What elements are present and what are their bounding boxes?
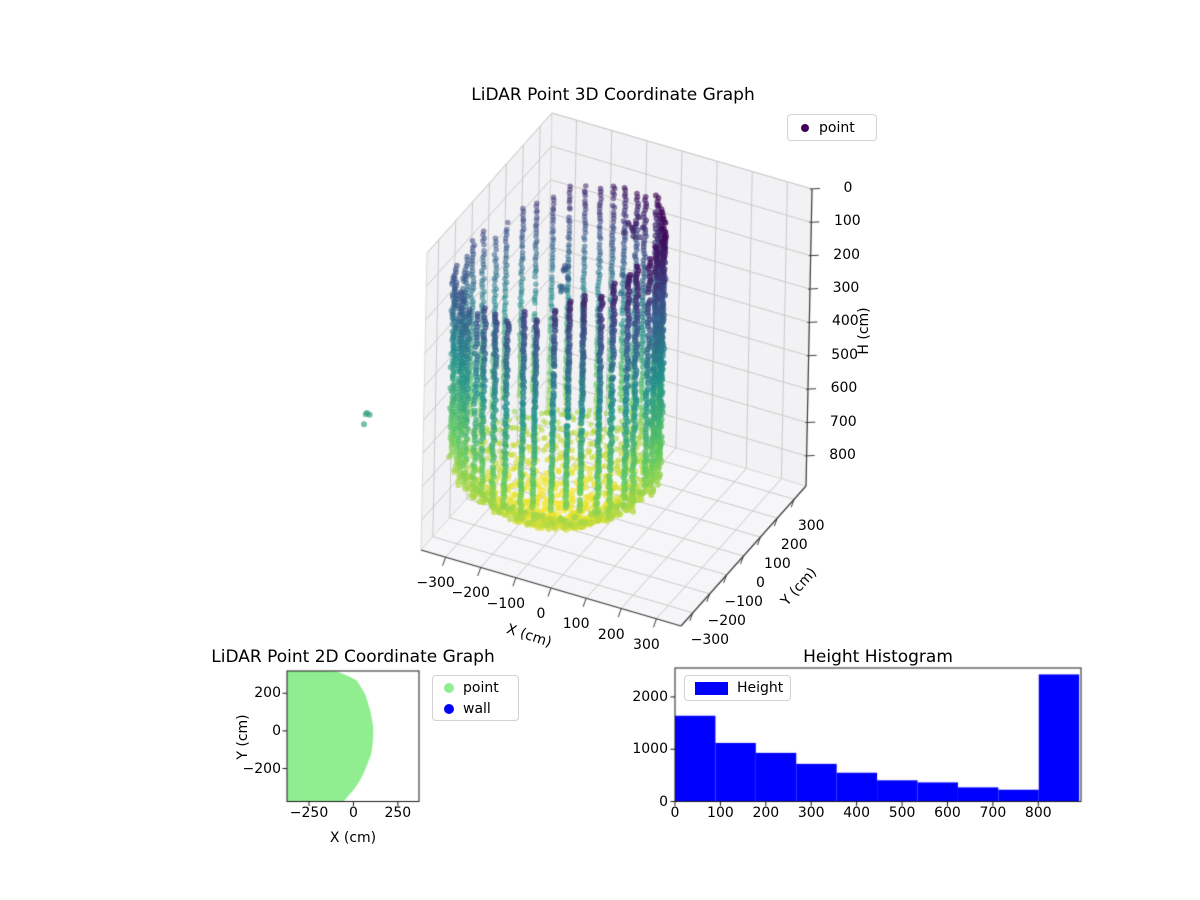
- legend-entry-point: point: [444, 680, 499, 696]
- plot3d-title: LiDAR Point 3D Coordinate Graph: [471, 85, 755, 105]
- plot2d-y-tick-label: −200: [242, 760, 281, 777]
- plot3d-legend: point: [787, 114, 877, 141]
- plot3d-h-tick-label: 300: [832, 280, 860, 297]
- height-legend-marker-icon: [695, 681, 728, 695]
- point-legend-marker-icon: [801, 123, 809, 132]
- plot2d-x-tick-label: 250: [384, 805, 412, 821]
- wall-legend-label: wall: [463, 700, 491, 717]
- plot3d-y-tick-label: −300: [690, 631, 730, 648]
- histogram-x-tick-label: 300: [797, 805, 825, 821]
- plot3d-x-tick-label: −200: [451, 585, 490, 602]
- plot2d-x-tick-label: 0: [348, 805, 358, 821]
- plot2d-y-tick-label: 200: [254, 685, 281, 702]
- plot3d-h-tick-label: 700: [829, 413, 857, 430]
- plot3d-h-tick-label: 400: [831, 313, 859, 330]
- point-legend-label: point: [819, 119, 855, 136]
- plot2d-y-tick-label: 0: [272, 722, 281, 739]
- plot3d-x-tick-label: 300: [633, 636, 660, 653]
- plot2d-x-tick-label: −250: [289, 805, 329, 821]
- plot3d-y-tick-label: −100: [724, 593, 763, 610]
- histogram-x-tick-label: 0: [670, 805, 680, 821]
- plot3d-y-tick-label: 0: [756, 574, 765, 591]
- histogram-x-tick-label: 400: [843, 805, 871, 821]
- histogram-x-tick-label: 700: [979, 805, 1007, 821]
- histogram-x-tick-label: 100: [707, 805, 734, 821]
- plot2d-title: LiDAR Point 2D Coordinate Graph: [211, 647, 495, 667]
- plot3d-x-tick-label: 200: [597, 626, 625, 643]
- height-legend-label: Height: [737, 680, 784, 696]
- histogram-x-tick-label: 500: [888, 805, 916, 821]
- point-legend-label: point: [463, 679, 499, 696]
- histogram-legend: Height: [684, 675, 791, 701]
- histogram-x-tick-label: 600: [934, 805, 961, 821]
- plot3d-h-tick-label: 0: [843, 179, 853, 196]
- histogram-x-tick-label: 200: [752, 805, 780, 821]
- histogram-x-tick-label: 800: [1024, 805, 1052, 821]
- plot3d-y-tick-label: 100: [764, 556, 791, 573]
- plot3d-h-tick-label: 800: [829, 446, 856, 463]
- plot3d-h-tick-label: 600: [830, 380, 858, 397]
- histogram-y-tick-label: 1000: [632, 741, 668, 758]
- plot3d-x-tick-label: 100: [562, 616, 590, 633]
- histogram-y-tick-label: 2000: [632, 688, 668, 705]
- plot3d-h-tick-label: 200: [833, 246, 861, 263]
- plot2d-x-axis-label: X (cm): [329, 830, 377, 846]
- plot3d-y-tick-label: 200: [780, 537, 808, 554]
- legend-entry-wall: wall: [444, 701, 491, 717]
- histogram-y-tick-label: 0: [659, 793, 668, 810]
- histogram-title: Height Histogram: [803, 647, 953, 667]
- plot3d-x-tick-label: −300: [416, 575, 455, 592]
- plot3d-h-tick-label: 100: [833, 213, 861, 230]
- point-legend-marker-icon: [444, 682, 454, 693]
- plot3d-x-tick-label: −100: [486, 595, 526, 612]
- plot3d-y-tick-label: 300: [797, 518, 825, 535]
- plot2d-y-axis-label: Y (cm): [235, 714, 251, 760]
- wall-legend-marker-icon: [444, 703, 454, 714]
- plot3d-h-tick-label: 500: [831, 346, 859, 363]
- plot3d-x-tick-label: 0: [536, 605, 546, 622]
- plot2d-legend: point wall: [432, 675, 519, 721]
- plot3d-y-tick-label: −200: [707, 612, 746, 629]
